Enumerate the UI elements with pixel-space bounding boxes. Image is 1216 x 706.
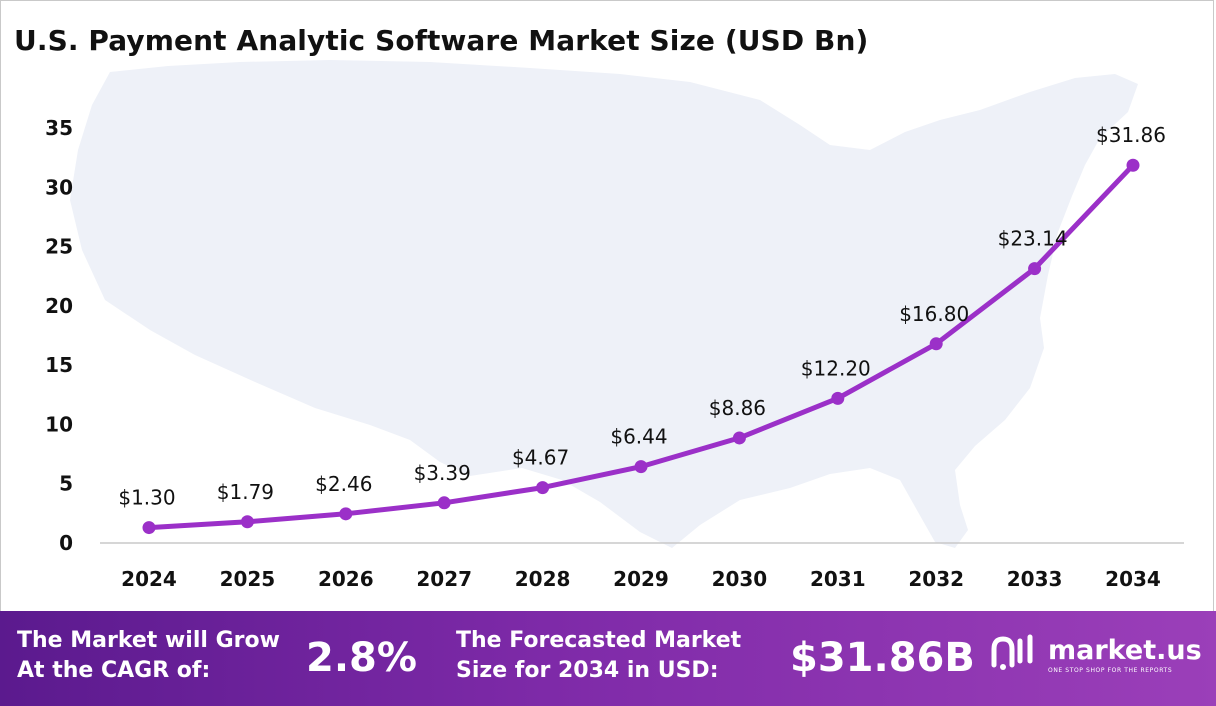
- data-label: $4.67: [512, 446, 569, 470]
- y-tick-labels: 0 5 10 15 20 25 30 35: [45, 116, 73, 555]
- data-point: [831, 391, 845, 405]
- x-tick-label: 2026: [318, 567, 374, 591]
- brand-logo: market.us ONE STOP SHOP FOR THE REPORTS: [990, 631, 1212, 681]
- x-tick-label: 2024: [121, 567, 177, 591]
- x-tick-label: 2028: [515, 567, 571, 591]
- y-tick-label: 15: [45, 353, 73, 377]
- x-tick-label: 2030: [712, 567, 768, 591]
- data-label: $1.79: [217, 480, 274, 504]
- data-points: [142, 158, 1140, 535]
- data-label: $12.20: [801, 356, 871, 380]
- data-point: [1028, 262, 1042, 276]
- data-label: $1.30: [118, 486, 175, 510]
- y-tick-label: 20: [45, 294, 73, 318]
- data-label: $6.44: [610, 425, 667, 449]
- cagr-value: 2.8%: [306, 635, 417, 681]
- data-point: [437, 496, 451, 510]
- x-tick-label: 2027: [416, 567, 472, 591]
- y-tick-label: 25: [45, 235, 73, 259]
- brand-tagline: ONE STOP SHOP FOR THE REPORTS: [1048, 667, 1173, 674]
- chart-title: U.S. Payment Analytic Software Market Si…: [14, 24, 869, 57]
- y-tick-label: 5: [59, 472, 73, 496]
- x-tick-label: 2033: [1007, 567, 1063, 591]
- footer-banner: The Market will Grow At the CAGR of: 2.8…: [0, 611, 1216, 706]
- x-tick-label: 2029: [613, 567, 669, 591]
- cagr-caption: The Market will Grow At the CAGR of:: [17, 628, 280, 683]
- data-point: [240, 515, 254, 529]
- x-tick-label: 2025: [220, 567, 276, 591]
- forecast-value: $31.86B: [790, 635, 975, 681]
- data-label: $2.46: [315, 472, 372, 496]
- x-tick-label: 2034: [1105, 567, 1161, 591]
- y-tick-label: 10: [45, 412, 73, 436]
- data-point: [142, 521, 156, 535]
- brand-name: market.us: [1048, 635, 1202, 666]
- data-labels: $1.30 $1.79 $2.46 $3.39 $4.67 $6.44 $8.86 $12.2…: [118, 123, 1166, 509]
- x-tick-label: 2032: [908, 567, 964, 591]
- y-tick-label: 30: [45, 175, 73, 199]
- forecast-caption: The Forecasted Market Size for 2034 in U…: [456, 628, 742, 683]
- data-point: [339, 507, 353, 521]
- data-label: $16.80: [899, 302, 969, 326]
- usa-map-silhouette: [70, 60, 1138, 548]
- data-label: $3.39: [414, 461, 471, 485]
- data-point: [536, 481, 550, 495]
- x-tick-labels: 2024 2025 2026 2027 2028 2029 2030 2031 2032 2033…: [121, 567, 1161, 591]
- y-tick-label: 35: [45, 116, 73, 140]
- data-point: [1126, 158, 1140, 172]
- data-label: $8.86: [709, 396, 766, 420]
- y-tick-label: 0: [59, 531, 73, 555]
- data-point: [634, 460, 648, 474]
- market-us-logo-icon: [991, 634, 1033, 670]
- data-label: $23.14: [998, 227, 1068, 251]
- data-point: [732, 431, 746, 445]
- x-tick-label: 2031: [810, 567, 866, 591]
- data-label: $31.86: [1096, 123, 1166, 147]
- data-point: [929, 337, 943, 351]
